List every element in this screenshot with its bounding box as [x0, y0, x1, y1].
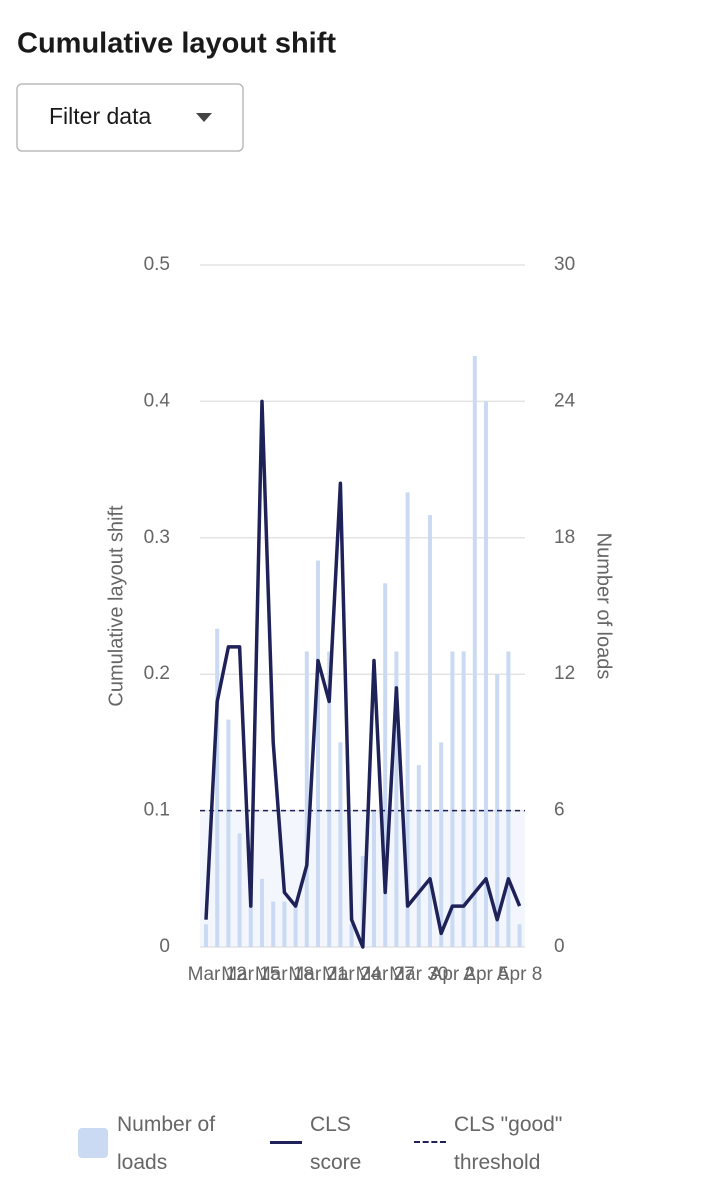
dropdown-arrow [196, 113, 212, 122]
filter-button-label[interactable]: Filter data [49, 103, 151, 129]
y2-tick-label: 6 [554, 800, 565, 821]
bar [394, 651, 399, 947]
bar [237, 833, 242, 947]
x-tick-label: Mar 15 [221, 964, 280, 985]
y2-tick-label: 12 [554, 663, 575, 684]
bar [293, 901, 298, 947]
x-tick-label: Apr 5 [463, 964, 508, 985]
bar [405, 492, 410, 947]
bar [215, 628, 220, 947]
bar [349, 924, 354, 947]
y2-tick-label: 30 [554, 254, 575, 275]
bar [282, 901, 287, 947]
bar [316, 560, 320, 947]
x-tick-label: Mar 27 [356, 964, 415, 985]
y-tick-label: 0 [159, 936, 170, 957]
legend-label: Number of loads [117, 1113, 216, 1174]
x-tick-label: Mar 30 [389, 964, 448, 985]
y-tick-label: 0.5 [144, 254, 170, 275]
bar [428, 515, 432, 947]
y-tick-label: 0.2 [144, 663, 170, 684]
bar [360, 856, 365, 947]
bar [506, 651, 511, 947]
bar [450, 651, 455, 947]
filter-button[interactable] [16, 83, 244, 152]
bar [517, 924, 522, 947]
y2-tick-label: 0 [554, 936, 565, 957]
bar [461, 651, 466, 947]
bar [383, 583, 388, 947]
y2-tick-label: 18 [554, 527, 575, 548]
legend-swatch [78, 1128, 108, 1158]
x-tick-label: Mar 12 [188, 964, 247, 985]
bar [439, 742, 444, 947]
y-tick-label: 0.4 [144, 390, 171, 411]
bar [484, 401, 488, 947]
x-tick-label: Mar 24 [322, 964, 382, 985]
bar [204, 924, 208, 947]
bar [271, 901, 276, 947]
legend-label: CLS score [310, 1113, 362, 1174]
y-axis-label: Cumulative layout shift [105, 505, 127, 707]
x-tick-label: Apr 8 [497, 964, 542, 985]
legend-swatch [414, 1141, 446, 1143]
x-tick-label: Mar 18 [255, 964, 314, 985]
y-tick-label: 0.1 [144, 800, 170, 821]
x-tick-label: Apr 2 [430, 964, 475, 985]
bar [338, 742, 343, 947]
y2-tick-label: 24 [554, 390, 576, 411]
bar [260, 878, 264, 947]
bar [327, 651, 332, 947]
page-title: Cumulative layout shift [17, 28, 336, 60]
bar [304, 651, 309, 947]
bar [372, 810, 376, 947]
line [204, 399, 522, 949]
x-tick-label: Mar 21 [288, 964, 347, 985]
bar [248, 878, 253, 947]
bar [226, 719, 231, 947]
bar [416, 765, 421, 947]
bar [472, 355, 477, 947]
legend-swatch [270, 1141, 302, 1144]
y-tick-label: 0.3 [144, 527, 170, 548]
y2-axis-label: Number of loads [593, 533, 615, 680]
legend-label: CLS "good" threshold [454, 1113, 563, 1174]
